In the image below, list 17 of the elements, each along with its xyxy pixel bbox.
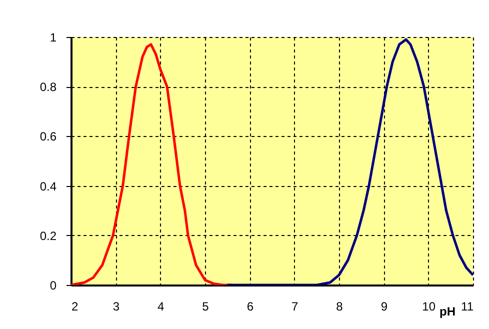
y-tick-label: 0.2 [40, 228, 57, 243]
x-tick-label: 4 [157, 300, 164, 314]
y-tick-label: 0 [50, 278, 57, 292]
x-tick-label: 5 [202, 300, 210, 314]
x-tick-label: 10 [422, 300, 436, 314]
y-tick-label: 0.6 [40, 130, 57, 144]
x-tick-label: 2 [72, 300, 78, 314]
x-tick-label: 8 [336, 300, 344, 314]
x-tick-label: 11 [461, 300, 474, 314]
y-tick-label: 1 [50, 30, 57, 44]
x-tick-label: 6 [246, 300, 254, 314]
y-tick-label: 0.4 [40, 179, 57, 194]
x-axis-title: pH [440, 304, 456, 318]
y-tick-label: 0.8 [40, 80, 57, 94]
x-tick-label: 3 [112, 300, 120, 314]
x-tick-label: 7 [291, 300, 298, 314]
x-tick-label: 9 [380, 300, 388, 314]
